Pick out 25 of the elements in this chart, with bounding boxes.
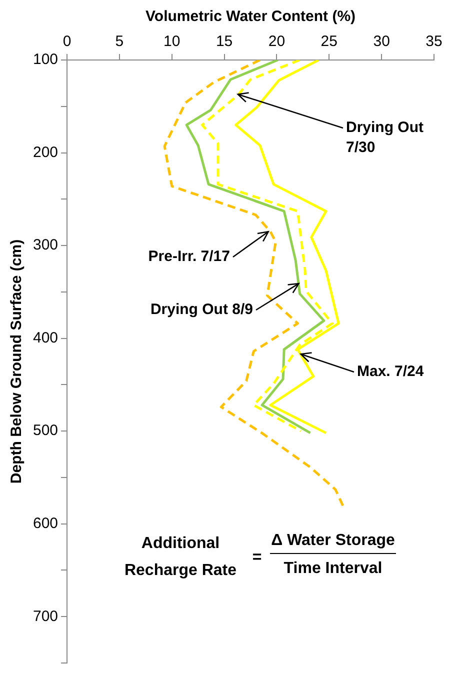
x-tick-label: 10 — [164, 33, 180, 50]
annotation: Pre-Irr. 7/17 — [148, 248, 230, 266]
annotation: Additional Recharge Rate — [123, 534, 238, 581]
y-tick-label: 500 — [32, 422, 58, 440]
x-tick-label: 25 — [320, 33, 338, 50]
annotation: Drying Out 8/9 — [150, 301, 253, 318]
x-tick-label: 30 — [373, 33, 390, 50]
y-axis-title: Depth Below Ground Surface (cm) — [8, 239, 26, 484]
x-tick-label: 15 — [216, 33, 233, 50]
annotation: Max. 7/24 — [357, 363, 424, 380]
x-tick-label: 35 — [426, 33, 442, 50]
x-tick-label: 5 — [115, 33, 124, 50]
y-tick-label: 100 — [32, 51, 58, 68]
y-tick-label: 300 — [32, 236, 58, 254]
y-tick-label: 400 — [32, 329, 58, 346]
x-tick-label: 0 — [62, 33, 72, 50]
x-tick-label: 20 — [268, 33, 286, 50]
x-axis-title: Volumetric Water Content (%) — [146, 8, 356, 26]
y-tick-label: 700 — [32, 608, 58, 625]
annotation: Drying Out 7/30 — [346, 119, 424, 156]
annotation: = — [251, 548, 263, 568]
annotation: Δ Water Storage — [270, 528, 396, 554]
y-tick-label: 200 — [32, 144, 58, 161]
annotation: Time Interval — [282, 559, 384, 579]
y-tick-label: 600 — [32, 514, 58, 532]
